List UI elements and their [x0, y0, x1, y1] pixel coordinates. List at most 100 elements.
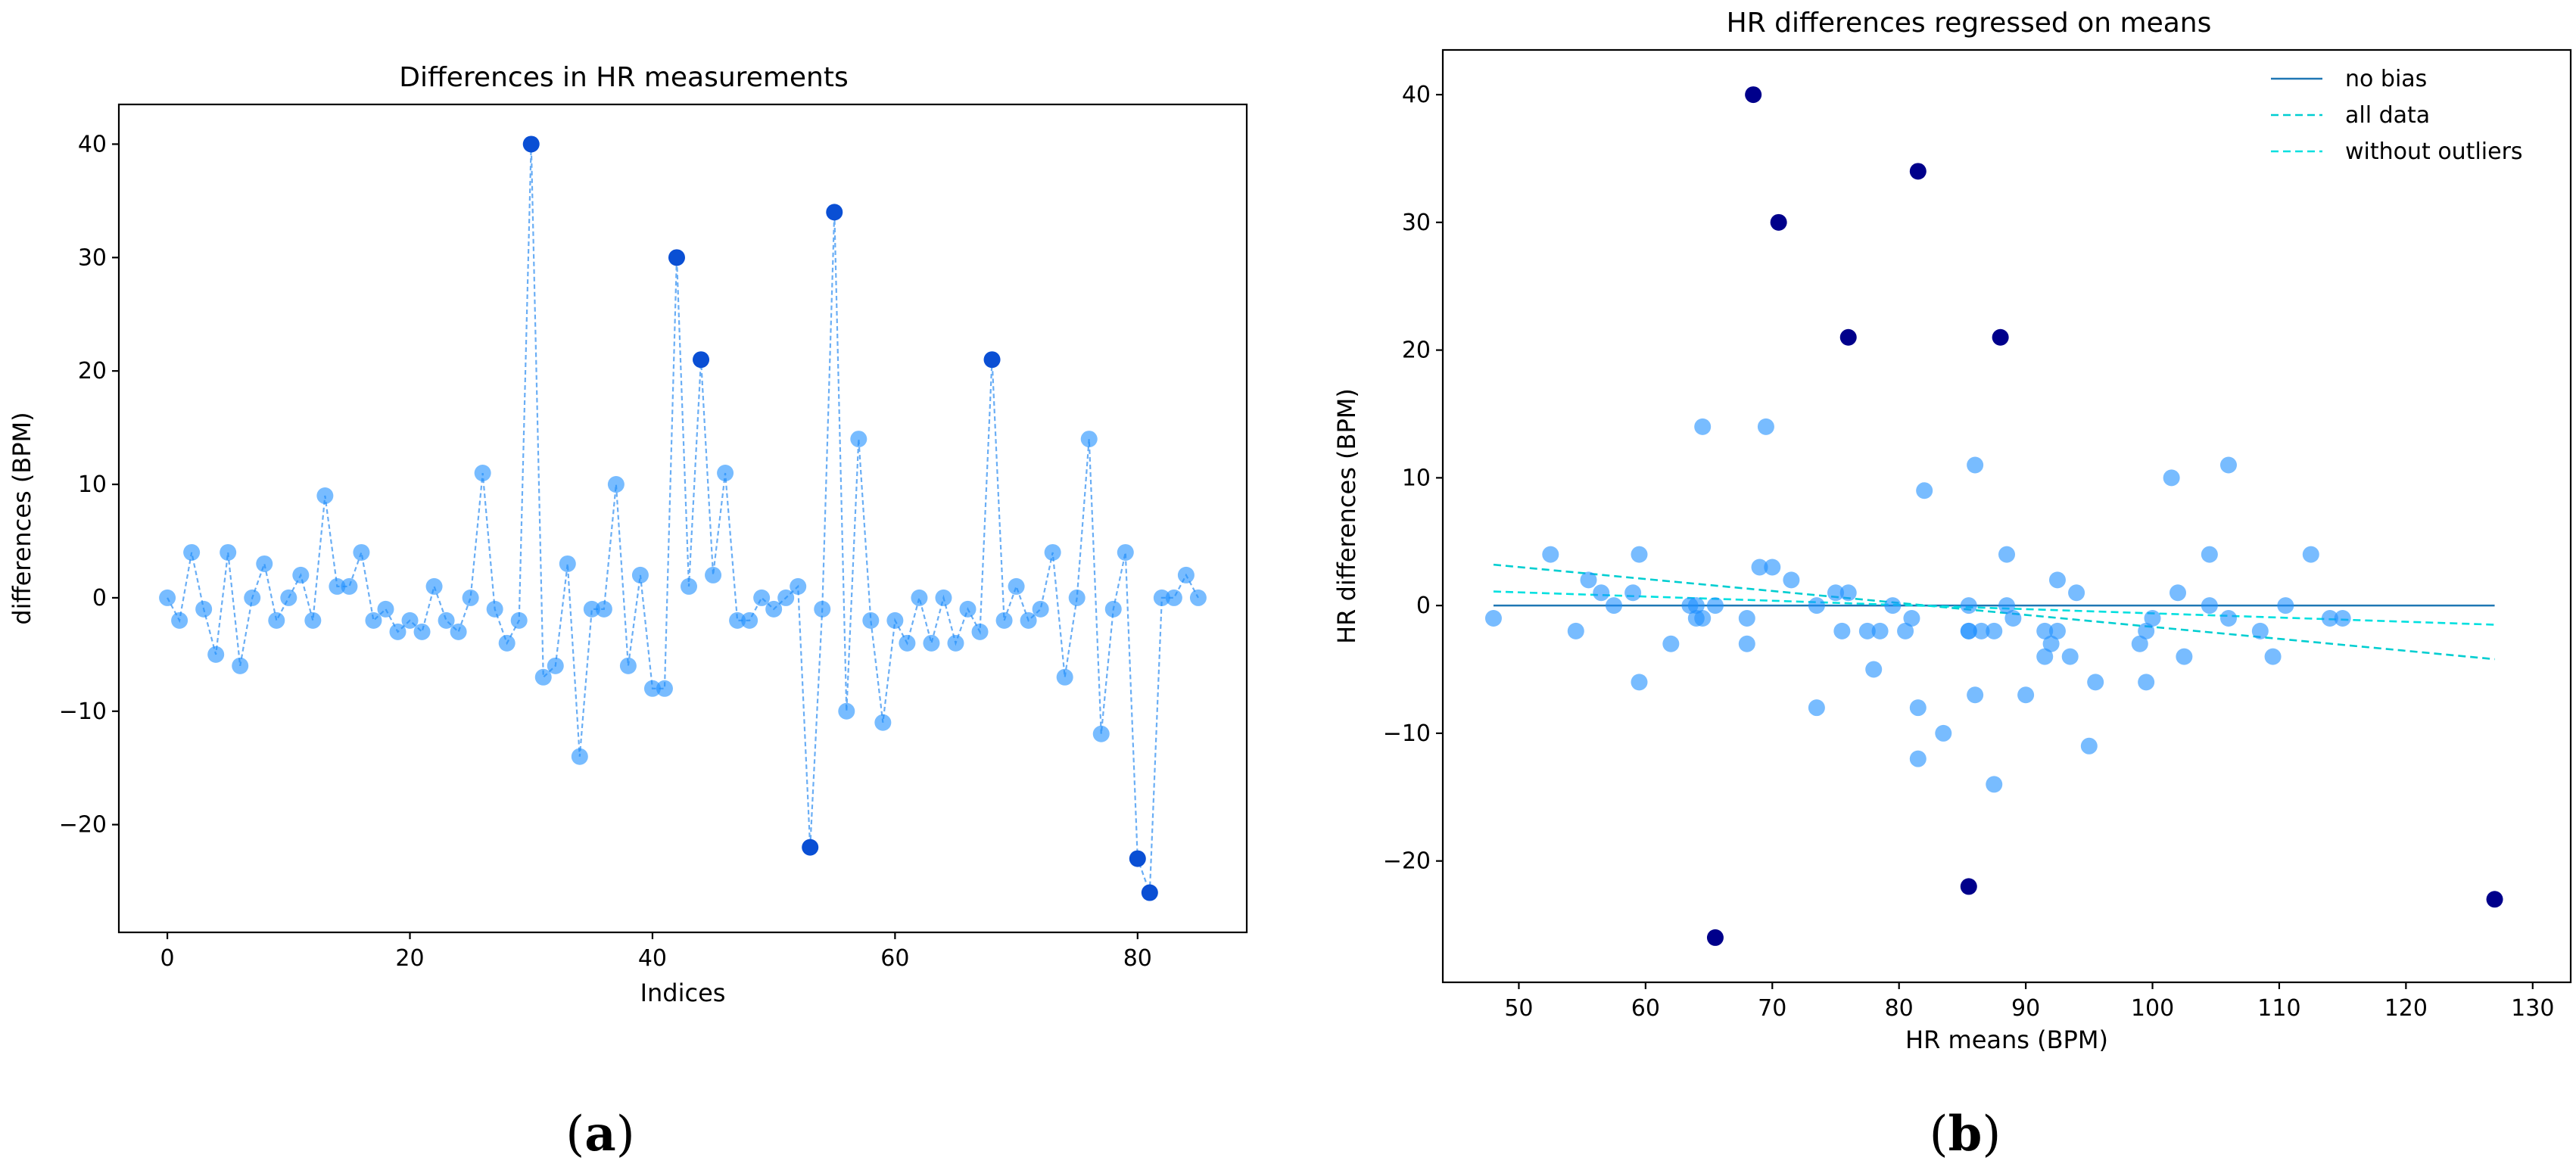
chart-b-xtick-label: 80: [1885, 995, 1914, 1022]
chart-a-point: [377, 600, 394, 618]
chart-a-point: [571, 748, 588, 765]
chart-a-point-highlight: [802, 839, 819, 856]
chart-b-line-without-outliers: [1493, 590, 2495, 626]
chart-b-point: [2264, 648, 2282, 665]
chart-b-point: [1833, 622, 1851, 639]
chart-a-xtick-label: 60: [880, 945, 909, 972]
chart-a-xtick-label: 0: [160, 945, 175, 972]
chart-b-point: [1783, 571, 1800, 589]
chart-b-point: [2004, 610, 2022, 627]
chart-a-point: [971, 623, 989, 640]
chart-a-ytick-label: 0: [92, 585, 107, 611]
chart-a-point: [777, 589, 795, 606]
chart-a-point: [413, 623, 431, 640]
chart-a-point: [765, 600, 783, 618]
chart-b-point: [1738, 610, 1755, 627]
chart-a-point: [947, 634, 964, 652]
chart-b-point: [2087, 674, 2104, 691]
chart-b-ytick-label: 30: [1402, 210, 1431, 236]
chart-a-point: [583, 600, 600, 618]
chart-b-point: [1593, 584, 1610, 602]
chart-a-point: [874, 714, 892, 731]
chart-a-point: [959, 600, 977, 618]
chart-b-points: [1484, 86, 2503, 946]
chart-a-xtick-label: 20: [395, 945, 424, 972]
chart-a-point: [619, 657, 637, 674]
chart-a-point: [911, 589, 928, 606]
panel-label-b-letter: b: [1948, 1106, 1983, 1162]
chart-b-ytick-label: 20: [1402, 338, 1431, 364]
chart-a-point: [195, 600, 213, 618]
chart-b-point: [1986, 622, 2003, 639]
chart-a-point: [438, 611, 455, 629]
chart-b-point: [1858, 622, 1876, 639]
chart-b-ylabel: HR differences (BPM): [1332, 388, 1361, 644]
chart-b-point: [1960, 597, 1977, 615]
chart-b-title: HR differences regressed on means: [1727, 8, 2212, 39]
chart-a-ylabel: differences (BPM): [8, 412, 36, 624]
chart-a-point: [365, 611, 382, 629]
chart-a-point: [631, 566, 649, 583]
chart-b-point: [1998, 597, 2015, 615]
chart-b-point: [1580, 571, 1597, 589]
chart-a-point: [1165, 589, 1182, 606]
panel-label-b: (b): [1930, 1106, 2001, 1162]
chart-a-point: [935, 589, 952, 606]
chart-b-point: [1903, 610, 1920, 627]
panel-label-a-letter: a: [584, 1106, 615, 1162]
chart-a-point: [510, 611, 528, 629]
chart-b-point: [1624, 584, 1642, 602]
chart-b-outlier-point: [1909, 163, 1927, 180]
chart-b-ytick-label: 40: [1402, 82, 1431, 108]
chart-b-point: [2068, 584, 2085, 602]
panel-label-a: (a): [565, 1106, 634, 1162]
chart-a-point: [886, 611, 904, 629]
chart-a-point: [705, 566, 722, 583]
chart-b-point: [2131, 635, 2148, 652]
chart-a-point: [1092, 725, 1110, 742]
chart-a-point: [329, 577, 346, 595]
chart-b-xtick-label: 60: [1631, 995, 1660, 1022]
chart-b-outlier-point: [1960, 878, 1977, 895]
chart-a-plot-frame: [117, 103, 1248, 934]
chart-b-point: [1897, 622, 1914, 639]
chart-a-point: [268, 611, 285, 629]
chart-b-xtick-label: 100: [2131, 995, 2174, 1022]
chart-b-outlier-point: [1992, 328, 2009, 346]
legend-label-without-outliers: without outliers: [2345, 138, 2523, 165]
chart-b-point: [1751, 559, 1768, 576]
chart-b-point: [2201, 546, 2218, 563]
chart-a-point: [280, 589, 297, 606]
chart-a-point: [1008, 577, 1025, 595]
chart-a-point: [681, 577, 698, 595]
chart-b-outlier-point: [1770, 213, 1787, 231]
chart-b-outlier-point: [2486, 891, 2503, 908]
chart-b-point: [1916, 482, 1933, 499]
chart-a-point-highlight: [983, 351, 1001, 369]
chart-b-point: [2302, 546, 2319, 563]
chart-a-point-highlight: [826, 204, 843, 221]
chart-a-point: [1068, 589, 1086, 606]
chart-b-plot-frame: [1441, 48, 2572, 984]
chart-a-ytick-label: 10: [78, 471, 107, 498]
chart-a-point: [171, 611, 188, 629]
chart-b-point: [1871, 622, 1889, 639]
chart-a-ytick-label: 40: [78, 131, 107, 157]
chart-a-point-highlight: [1129, 850, 1146, 867]
chart-a-point: [862, 611, 880, 629]
chart-a-xlabel: Indices: [640, 979, 726, 1007]
chart-a-ticks: 0 20 40 60 80 −20 −10 0 10 20 30 40: [59, 131, 1152, 972]
chart-b-point: [1764, 559, 1781, 576]
chart-b-point: [1967, 686, 1984, 704]
chart-a-point: [656, 680, 673, 697]
chart-b-point: [1694, 418, 1712, 435]
chart-b-point: [1973, 622, 1990, 639]
chart-b-point: [1738, 635, 1755, 652]
chart-b-point: [1808, 699, 1825, 717]
chart-b-point: [2036, 622, 2054, 639]
chart-a-point: [474, 465, 491, 482]
chart-b-point: [2048, 571, 2066, 589]
chart-a-point: [425, 577, 443, 595]
chart-a-point: [814, 600, 831, 618]
chart-a-xtick-label: 40: [638, 945, 667, 972]
